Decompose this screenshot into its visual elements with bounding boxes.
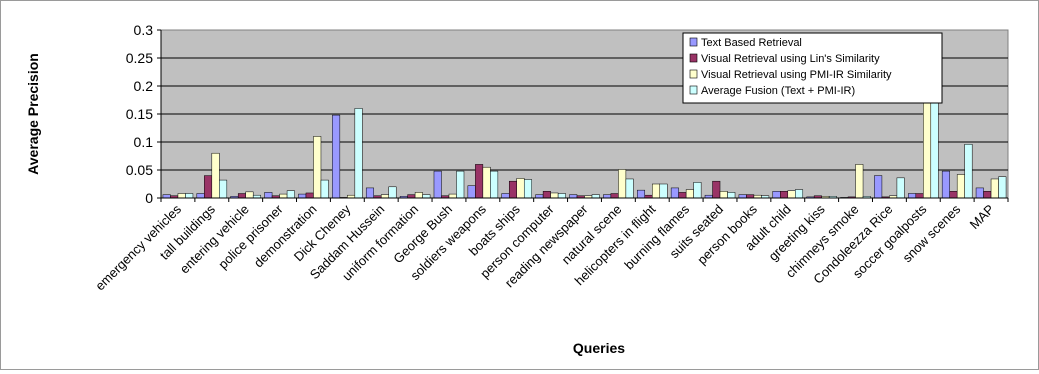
bar [162,194,171,199]
bar [795,189,804,199]
y-tick-label: 0.15 [126,106,153,122]
bar [949,191,958,199]
legend-box [682,32,943,104]
bar [456,170,465,199]
bar [414,192,423,199]
bar [780,191,789,199]
y-tick-label: 0.05 [126,162,153,178]
bar [264,192,273,199]
legend-label: Visual Retrieval using PMI-IR Similarity [701,69,892,81]
bar [603,194,612,199]
legend-swatch [689,85,698,95]
bar [956,174,965,199]
bar [185,193,194,199]
bar [388,186,397,199]
bar [659,183,668,199]
y-tick-label: 0 [145,190,153,206]
bar [719,191,728,199]
bar [211,152,220,199]
bar [305,192,314,199]
y-tick-label: 0.25 [126,50,153,66]
x-tick-label: MAP [967,202,998,233]
bar [610,193,619,199]
bar [219,179,228,199]
bar [772,191,781,199]
bar [738,194,747,199]
bar [482,166,491,199]
bar [855,164,864,199]
bar [625,178,634,199]
bar [177,193,186,199]
legend-swatch [689,37,698,47]
bar [685,189,694,199]
y-tick-label: 0.3 [134,22,154,38]
bar [652,183,661,199]
y-axis-title: Average Precision [25,53,41,175]
bar [975,187,984,199]
bar [727,192,736,199]
bar [313,136,322,199]
legend-label: Visual Retrieval using Lin's Similarity [701,53,880,65]
bar [332,114,341,199]
bar [637,189,646,199]
bar [245,191,254,199]
bar [591,194,600,199]
bar [983,191,992,199]
legend-swatch [689,53,698,63]
bar [915,193,924,199]
bar [237,193,246,199]
legend: Text Based Retrieval Visual Retrieval usi… [682,32,943,104]
bar [693,182,702,199]
bar [678,192,687,199]
bar [380,194,389,199]
bar [557,193,566,199]
x-axis-title: Queries [573,340,625,356]
bar [407,194,416,199]
bar [618,169,627,199]
bar [501,193,510,199]
bar [516,178,525,199]
bars [162,54,1007,199]
bar [204,175,213,199]
bar [569,194,578,199]
bar [550,192,559,199]
bar [712,180,721,199]
bar [896,177,905,199]
bar [448,193,457,199]
bar [746,194,755,199]
bar [535,194,544,199]
legend-swatch [689,69,698,79]
bar [422,194,431,199]
bar [964,143,973,199]
legend-label: Average Fusion (Text + PMI-IR) [701,85,855,97]
bar [941,170,950,199]
bar [467,185,476,199]
bar [320,179,329,199]
y-tick-label: 0.1 [134,134,154,150]
bar [523,179,532,199]
bar [354,108,363,199]
bar [475,164,484,199]
y-tick-label: 0.2 [134,78,154,94]
bar [286,190,295,199]
bar [670,187,679,199]
bar [998,176,1007,199]
bar [542,191,551,199]
bar [298,193,307,199]
bar [874,175,883,199]
legend-label: Text Based Retrieval [701,37,802,49]
bar [508,180,517,199]
bar [433,170,442,199]
bar [490,170,499,199]
bar [196,193,205,199]
bar [990,178,999,199]
bar [908,193,917,199]
bar [365,187,374,199]
bar [279,193,288,199]
bar [787,190,796,199]
